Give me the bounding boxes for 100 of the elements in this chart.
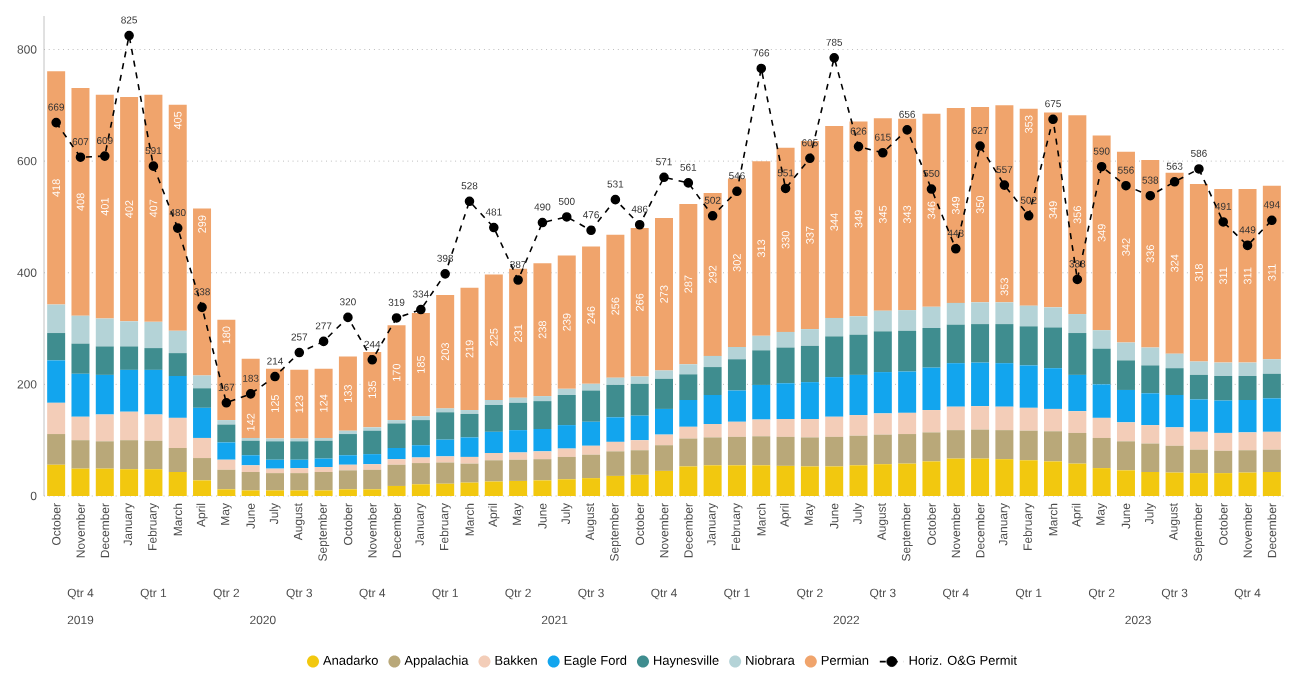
bar bbox=[193, 458, 212, 481]
bar bbox=[1019, 460, 1038, 496]
bar bbox=[168, 472, 187, 496]
point bbox=[294, 347, 305, 358]
bar bbox=[1189, 399, 1208, 432]
bar bbox=[1214, 376, 1233, 401]
bar bbox=[971, 324, 990, 363]
bar bbox=[630, 440, 649, 451]
bar bbox=[1238, 432, 1257, 451]
bar bbox=[995, 363, 1014, 407]
bar bbox=[776, 331, 795, 348]
point bbox=[148, 161, 159, 171]
bar bbox=[265, 490, 284, 496]
bar bbox=[727, 178, 746, 347]
bar bbox=[922, 461, 941, 496]
bar bbox=[898, 434, 917, 464]
bar bbox=[533, 480, 552, 496]
point bbox=[707, 211, 718, 221]
bar bbox=[655, 434, 673, 446]
bar bbox=[679, 400, 698, 427]
bar bbox=[752, 161, 771, 336]
bar bbox=[679, 374, 698, 400]
bar bbox=[290, 473, 309, 491]
bar bbox=[752, 384, 771, 420]
bar bbox=[484, 400, 503, 406]
bar bbox=[533, 263, 552, 397]
bar bbox=[800, 466, 819, 496]
bar bbox=[1092, 348, 1111, 385]
bar bbox=[898, 330, 917, 372]
bar bbox=[703, 355, 722, 368]
bar bbox=[71, 468, 90, 496]
bar bbox=[484, 274, 503, 400]
bar bbox=[825, 377, 844, 417]
bar bbox=[265, 459, 284, 469]
bar bbox=[582, 246, 601, 384]
point bbox=[805, 153, 815, 164]
bar bbox=[971, 302, 990, 325]
bar bbox=[1116, 422, 1135, 442]
bar bbox=[1165, 368, 1184, 395]
bar bbox=[1262, 431, 1281, 450]
bar bbox=[71, 440, 90, 469]
bar bbox=[47, 71, 66, 305]
point bbox=[561, 212, 572, 222]
bar bbox=[314, 458, 333, 467]
bar bbox=[1019, 365, 1038, 408]
bar bbox=[1141, 472, 1160, 496]
bar bbox=[1238, 400, 1257, 433]
bar bbox=[1068, 314, 1087, 334]
point bbox=[1048, 114, 1058, 125]
bar bbox=[314, 466, 333, 472]
bar bbox=[995, 324, 1014, 364]
bar bbox=[290, 490, 309, 496]
bar bbox=[825, 466, 844, 496]
bar bbox=[95, 374, 114, 415]
bar bbox=[557, 425, 576, 449]
bar bbox=[265, 468, 284, 474]
bar bbox=[849, 415, 868, 436]
bar bbox=[946, 302, 965, 325]
bar bbox=[849, 465, 868, 496]
point bbox=[537, 217, 548, 228]
bar bbox=[144, 440, 163, 470]
point bbox=[1023, 211, 1034, 221]
bar bbox=[1141, 425, 1160, 444]
bar bbox=[898, 371, 917, 413]
point bbox=[391, 313, 402, 323]
bar bbox=[1238, 450, 1257, 473]
bar bbox=[557, 479, 576, 496]
bar bbox=[703, 424, 722, 438]
bar bbox=[776, 147, 795, 332]
bar bbox=[752, 335, 771, 351]
bar bbox=[47, 360, 66, 403]
point bbox=[513, 275, 523, 285]
bar bbox=[95, 346, 114, 375]
bar bbox=[193, 437, 212, 459]
bar bbox=[363, 469, 382, 490]
point bbox=[829, 53, 839, 63]
bar bbox=[557, 388, 576, 395]
bar bbox=[387, 423, 406, 448]
bar bbox=[71, 373, 90, 417]
point bbox=[343, 312, 353, 323]
point bbox=[318, 336, 329, 347]
bar bbox=[655, 218, 673, 371]
bar bbox=[1019, 326, 1038, 366]
point bbox=[1096, 161, 1107, 172]
bar bbox=[898, 118, 917, 311]
bar bbox=[630, 228, 649, 377]
bar bbox=[411, 420, 430, 446]
bar bbox=[265, 368, 284, 439]
bar bbox=[752, 465, 771, 496]
bar bbox=[655, 370, 673, 379]
bar bbox=[1141, 443, 1160, 472]
bar bbox=[922, 367, 941, 411]
bar bbox=[509, 397, 528, 403]
bar bbox=[460, 287, 479, 411]
bar bbox=[71, 343, 90, 374]
point bbox=[245, 389, 256, 399]
bar bbox=[1189, 449, 1208, 474]
point bbox=[950, 243, 961, 254]
bar bbox=[1262, 185, 1281, 360]
bar bbox=[946, 108, 965, 303]
